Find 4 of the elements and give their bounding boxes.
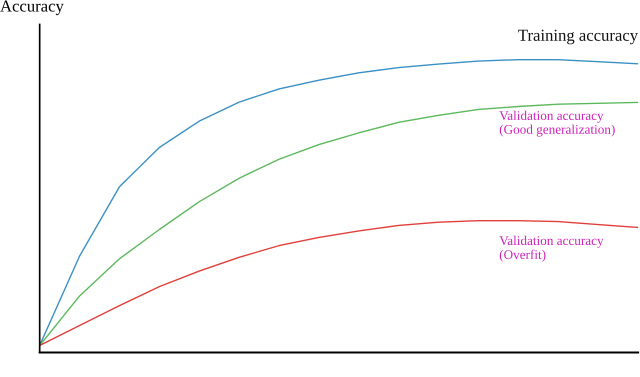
series-label: Validation accuracy (Good generalization) [499,110,615,137]
series-label: Training accuracy [518,30,638,44]
series-label: Validation accuracy (Overfit) [499,236,604,262]
y-axis-title: Accuracy [0,0,64,16]
